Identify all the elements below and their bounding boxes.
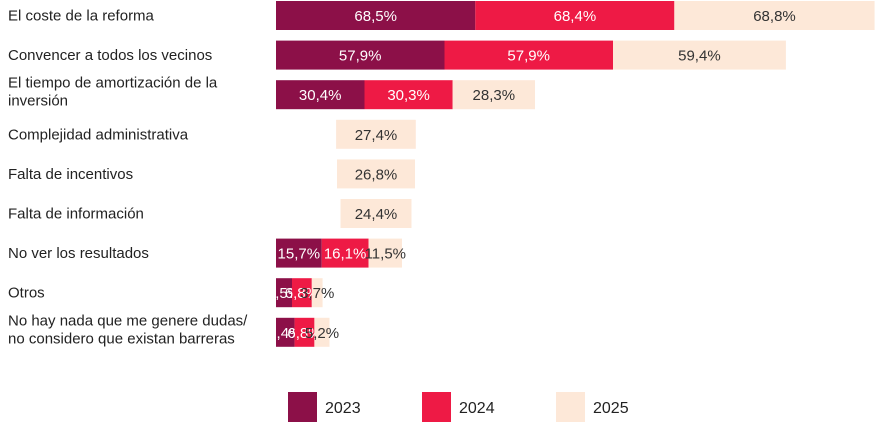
data-label: 59,4% [678, 48, 721, 65]
data-label: 28,3% [473, 87, 516, 104]
data-label: 68,8% [753, 8, 796, 25]
bar-segment-2024 [364, 80, 453, 110]
bar-segment-2024 [444, 40, 613, 70]
data-label: 68,5% [354, 8, 397, 25]
category-label: Complejidad administrativa [8, 126, 189, 143]
category-label: Falta de información [8, 206, 144, 223]
data-label: 27,4% [355, 127, 398, 144]
bar-segment-2023 [276, 40, 445, 70]
legend-swatch-2025 [556, 392, 585, 422]
bar-segment-2025 [674, 1, 875, 30]
bar-segment-2024 [475, 1, 675, 30]
bar-segment-2023 [276, 278, 292, 308]
bar-segment-2023 [276, 238, 322, 268]
legend-label-2023: 2023 [325, 400, 361, 417]
bar-segment-2025 [613, 40, 786, 70]
bar-segment-2023 [276, 317, 295, 347]
bar-segment-2025 [340, 199, 412, 228]
bar-segment-2023 [276, 80, 365, 110]
legend-label-2025: 2025 [593, 400, 629, 417]
bars: 68,5% 68,4% 68,8% 57,9% 57,9% 59,4% 30,4% 30,3%… [267, 1, 875, 347]
data-label: 6,8% [285, 285, 319, 302]
data-label: 57,9% [339, 48, 382, 65]
legend-swatch-2024 [422, 392, 451, 422]
data-label: 3,7% [300, 285, 334, 302]
data-label: 30,3% [387, 87, 430, 104]
bar-segment-2024 [321, 238, 369, 268]
data-label: 26,8% [355, 166, 398, 183]
legend-label-2024: 2024 [459, 400, 495, 417]
bar-segment-2024 [292, 278, 312, 308]
legend: 2023 2024 2025 [288, 392, 629, 422]
bar-segment-2025 [314, 317, 330, 347]
category-label: No ver los resultados [8, 245, 149, 262]
data-label: 15,7% [278, 246, 321, 263]
category-label: Otros [8, 285, 45, 302]
bar-segment-2025 [452, 80, 535, 110]
data-label: 16,1% [324, 246, 367, 263]
bar-segment-2023 [276, 1, 476, 30]
data-label: 5,2% [305, 325, 339, 342]
data-label: 6,4% [268, 325, 302, 342]
category-label: El tiempo de amortización de la inversión [8, 75, 218, 110]
data-label: 6,8% [287, 325, 321, 342]
bar-segment-2025 [311, 278, 323, 308]
data-label: 68,4% [554, 8, 597, 25]
data-label: 57,9% [507, 48, 550, 65]
data-label: 24,4% [355, 206, 398, 223]
category-labels: El coste de la reforma Convencer a todos … [8, 8, 248, 348]
category-label: No hay nada que me genere dudas/no consi… [8, 312, 248, 347]
category-label: El coste de la reforma [8, 8, 155, 25]
data-label: 30,4% [299, 87, 342, 104]
category-label: Convencer a todos los vecinos [8, 47, 212, 64]
bar-segment-2025 [336, 119, 416, 149]
data-label: 11,5% [365, 246, 406, 263]
bar-segment-2025 [368, 238, 402, 268]
bar-segment-2024 [294, 317, 315, 347]
bar-segment-2025 [337, 159, 415, 189]
legend-swatch-2023 [288, 392, 317, 422]
category-label: Falta de incentivos [8, 166, 133, 183]
